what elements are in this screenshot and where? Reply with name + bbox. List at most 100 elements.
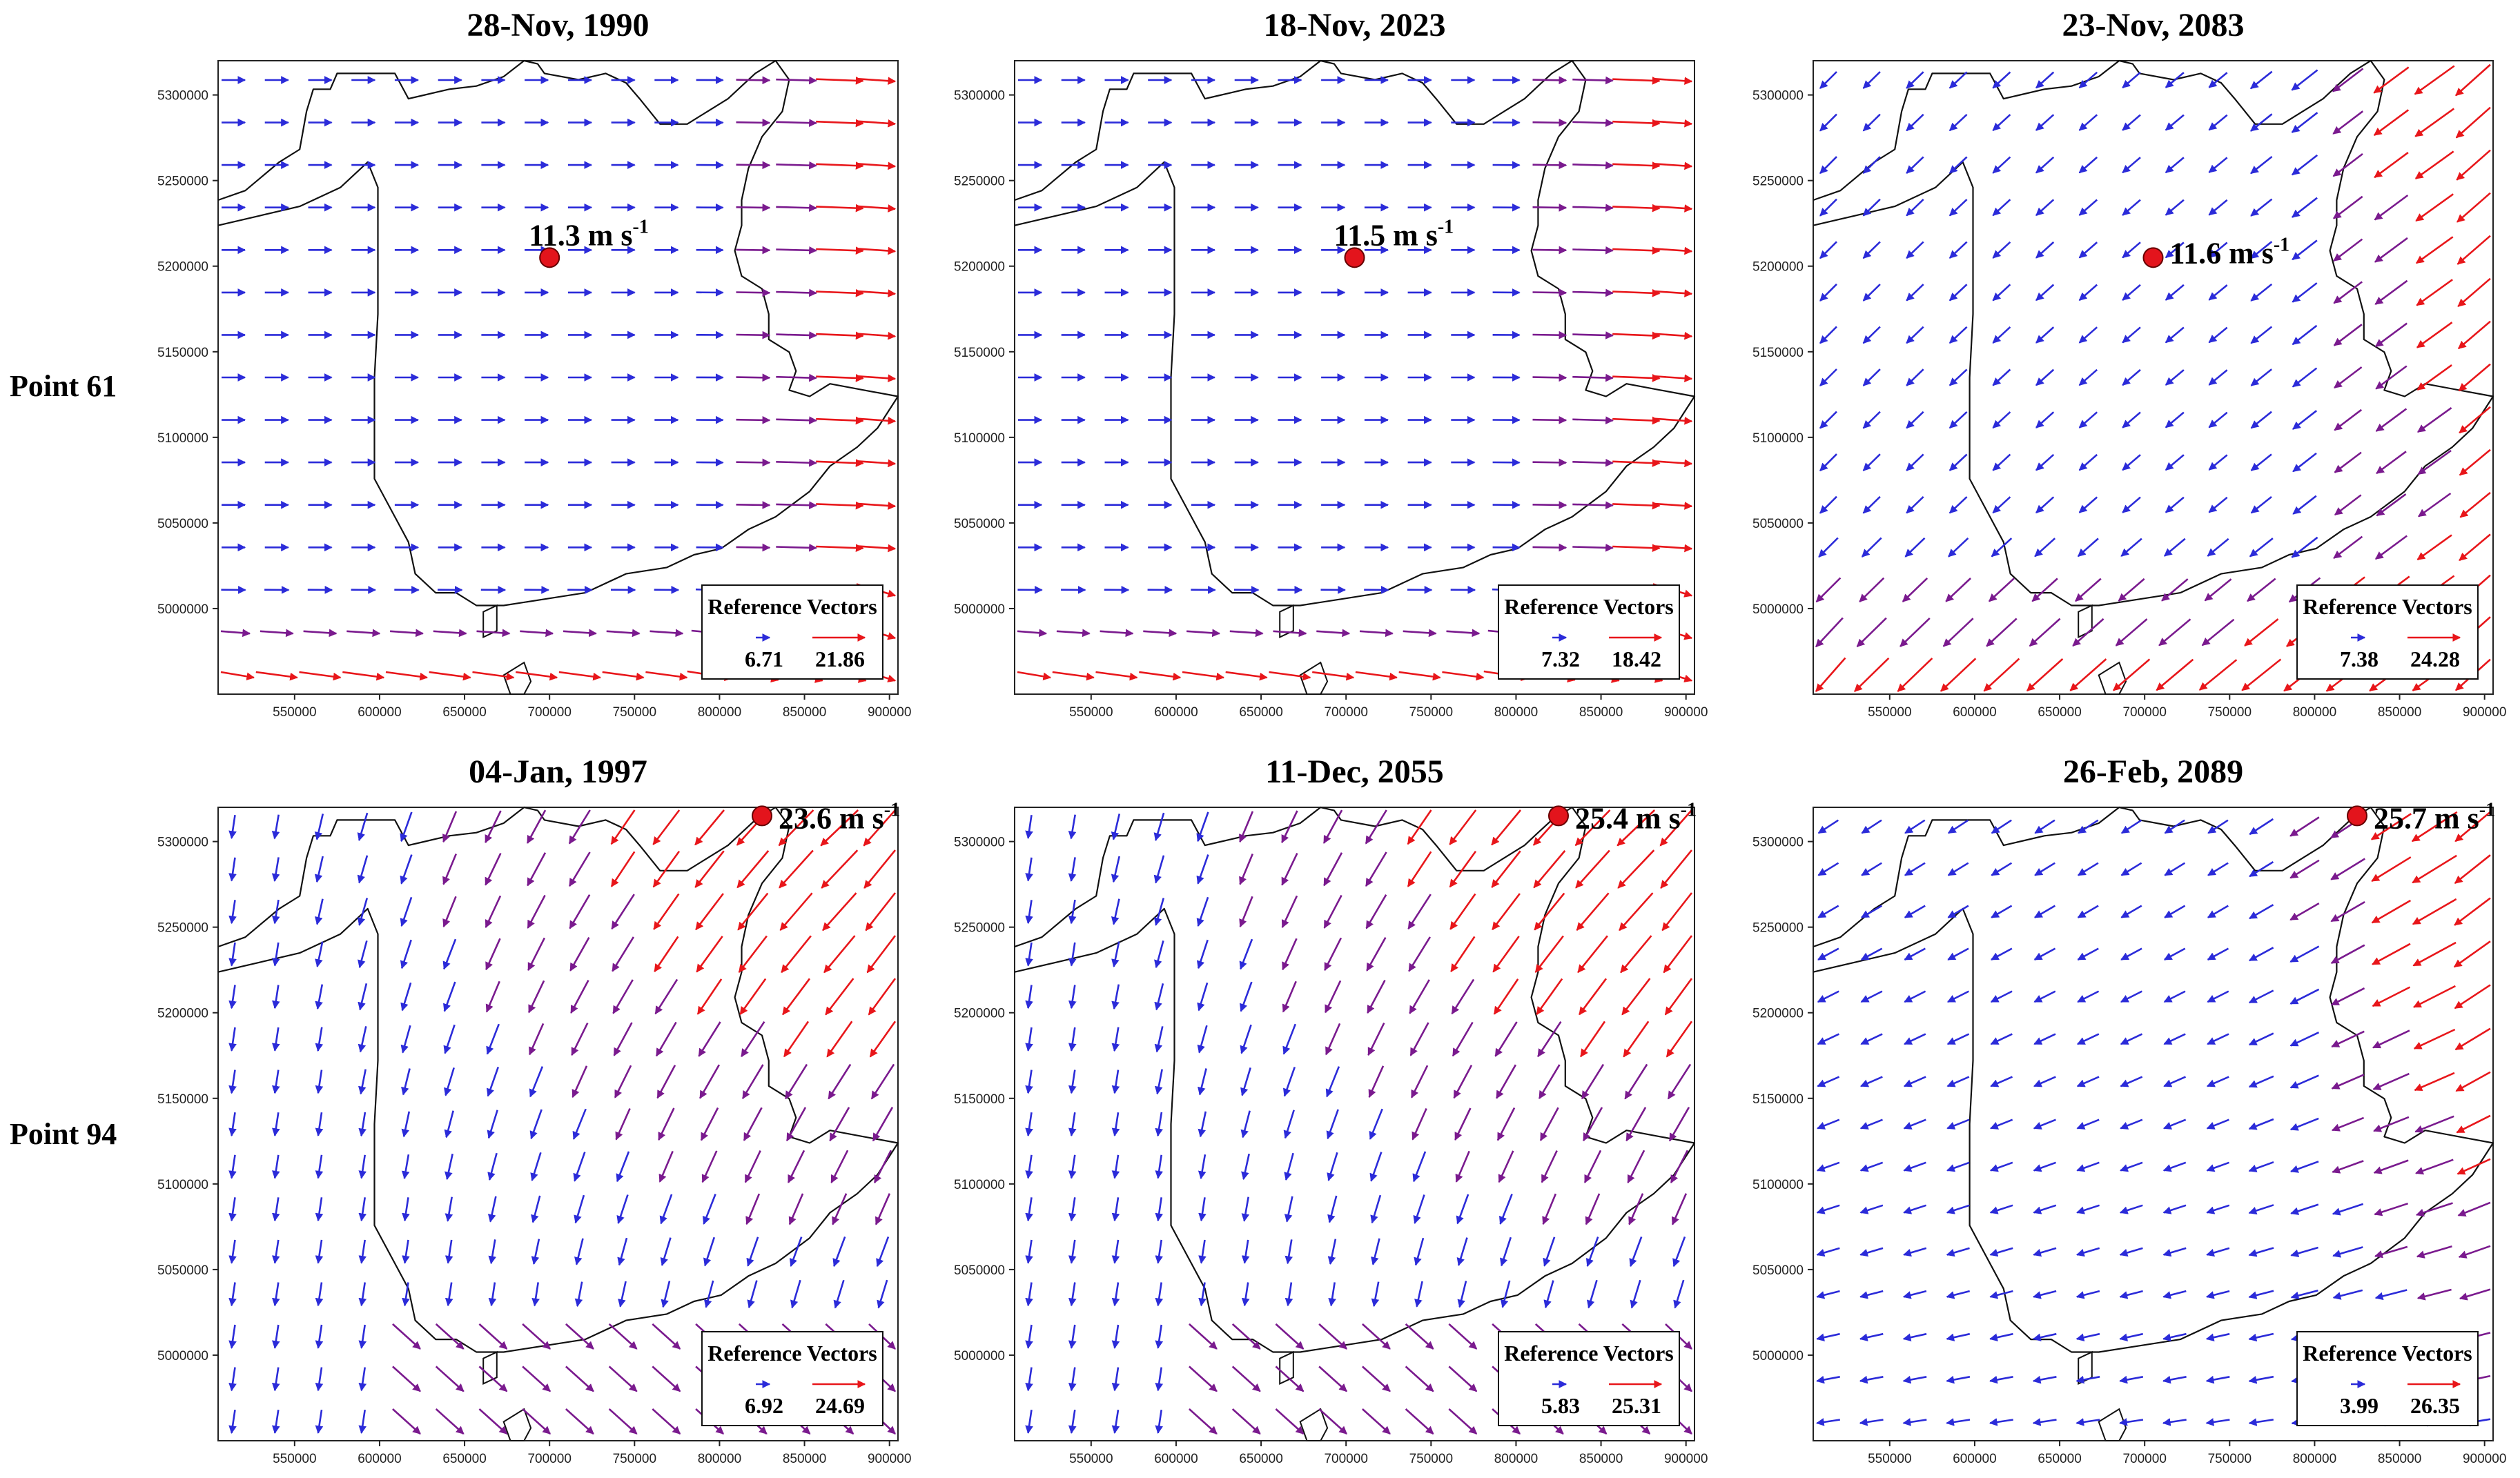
wind-vector (2330, 900, 2365, 923)
y-tick-label: 5150000 (157, 346, 208, 360)
wind-vector (1652, 77, 1693, 86)
x-tick-label: 600000 (358, 705, 401, 720)
wind-vector (1660, 849, 1693, 889)
wind-vector (736, 118, 771, 127)
wind-vector (2078, 156, 2098, 174)
y-tick-label: 5250000 (954, 921, 1005, 936)
wind-vector (1620, 935, 1652, 974)
location-marker (2142, 247, 2164, 268)
wind-vector (228, 1197, 237, 1222)
wind-vector (2374, 322, 2407, 348)
wind-vector (1992, 71, 2011, 89)
wind-vector (2371, 899, 2412, 924)
wind-vector (1455, 1150, 1470, 1183)
wind-vector (1198, 1282, 1207, 1307)
wind-vector (2207, 819, 2229, 834)
wind-vector (2165, 411, 2185, 428)
wind-vector (1819, 113, 1837, 132)
wind-vector (1541, 1150, 1558, 1183)
wind-vector (2334, 408, 2363, 431)
wind-vector (1275, 1366, 1305, 1392)
wind-vector (816, 204, 864, 213)
location-marker (2347, 805, 2367, 827)
wind-vector (1198, 1154, 1207, 1180)
wind-vector (660, 1237, 672, 1266)
x-tick-label: 550000 (273, 705, 316, 720)
wind-vector (1282, 938, 1298, 971)
wind-vector (2165, 369, 2185, 386)
wind-vector (736, 458, 771, 467)
wind-vector (1948, 537, 1969, 558)
wind-vector (776, 288, 817, 297)
y-tick-label: 5100000 (954, 431, 1005, 446)
wind-vector (358, 1154, 367, 1179)
wind-vector (645, 671, 688, 681)
wind-vector (1196, 854, 1209, 885)
wind-vector (228, 1239, 237, 1264)
wind-vector (703, 1194, 716, 1225)
wind-vector (2292, 495, 2317, 515)
wind-vector (1625, 1107, 1647, 1142)
wind-vector (1111, 1070, 1120, 1094)
wind-vector (2459, 406, 2491, 434)
wind-vector (1068, 1197, 1077, 1222)
wind-vector (778, 809, 814, 847)
wind-vector (1052, 671, 1095, 681)
wind-vector (2207, 947, 2229, 960)
reference-vectors-legend: Reference Vectors 3.99 26.35 (2296, 1331, 2479, 1426)
wind-vector (2165, 242, 2185, 259)
wind-vector (1153, 812, 1165, 842)
wind-vector (255, 671, 298, 681)
wind-vector (869, 1021, 897, 1058)
wind-vector (488, 1282, 497, 1307)
wind-vector (2165, 72, 2185, 88)
wind-vector (1153, 855, 1165, 884)
wind-vector (1616, 809, 1656, 847)
wind-vector (2456, 149, 2491, 181)
wind-vector (1283, 1110, 1295, 1139)
wind-vector (1904, 819, 1926, 834)
wind-vector (485, 981, 500, 1013)
wind-vector (1025, 815, 1033, 839)
wind-vector (357, 855, 369, 884)
wind-vector (1318, 1323, 1347, 1350)
wind-vector (1652, 416, 1693, 425)
speed-unit-exponent: -1 (884, 799, 900, 820)
wind-vector (573, 1152, 586, 1182)
y-tick-label: 5250000 (157, 921, 208, 936)
wind-vector (736, 204, 771, 212)
wind-vector (1362, 1408, 1391, 1435)
wind-vector (429, 671, 471, 681)
wind-vector (1572, 76, 1614, 85)
legend-box (1498, 584, 1680, 680)
wind-vector (2332, 110, 2364, 135)
wind-vector (855, 204, 897, 213)
wind-vector (1496, 1107, 1516, 1141)
wind-vector (610, 851, 636, 887)
wind-vector (1532, 543, 1567, 552)
x-tick-label: 700000 (1324, 1452, 1367, 1466)
wind-vector (2078, 411, 2098, 428)
wind-vector (2077, 905, 2099, 918)
wind-vector (1316, 629, 1351, 638)
legend-max-value: 21.86 (815, 647, 865, 671)
panel-3: 23-Nov, 2083 550000 600000 650000 700000 7500… (1752, 7, 2506, 720)
x-tick-label: 800000 (2293, 1452, 2336, 1466)
wind-vector (486, 1066, 500, 1097)
wind-vector (358, 983, 368, 1011)
y-tick-label: 5200000 (157, 1007, 208, 1021)
wind-vector (2164, 538, 2186, 557)
wind-vector (2414, 65, 2455, 95)
x-tick-label: 900000 (868, 705, 911, 720)
wind-vector (1371, 1281, 1380, 1308)
wind-vector (522, 1366, 551, 1392)
wind-vector (1536, 978, 1563, 1015)
wind-vector (2165, 157, 2185, 174)
wind-vector (1323, 894, 1342, 929)
wind-vector (228, 1324, 237, 1349)
wind-vector (1318, 1408, 1347, 1435)
wind-vector (1111, 898, 1120, 925)
wind-vector (608, 1323, 638, 1350)
wind-vector (314, 898, 324, 925)
x-tick-label: 750000 (1409, 1452, 1453, 1466)
